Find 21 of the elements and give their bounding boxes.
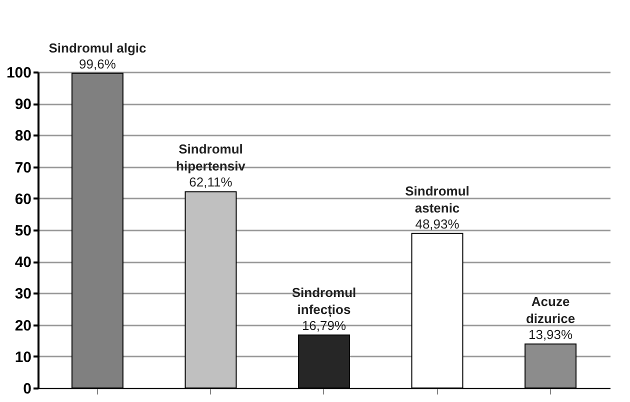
data-label: 99,6% xyxy=(79,56,116,72)
x-tick-label: Sindromul algic xyxy=(48,40,146,56)
y-tick-label: 0 xyxy=(23,380,32,398)
y-tick-label: 80 xyxy=(14,128,32,145)
y-tick-label: 50 xyxy=(14,222,32,240)
data-label: 13,93% xyxy=(528,326,574,342)
y-tick-label: 30 xyxy=(14,286,32,303)
data-label: 48,93% xyxy=(415,216,460,232)
y-tick-label: 100 xyxy=(6,64,32,82)
y-tick-label: 60 xyxy=(14,190,32,208)
y-tick-label: 70 xyxy=(14,159,32,176)
y-tick-label: 20 xyxy=(14,317,32,334)
category-label: Sindromul astenic xyxy=(405,183,470,216)
y-tick-label: 90 xyxy=(14,96,32,114)
data-label: 62,11% xyxy=(189,174,233,190)
data-label: 16,79% xyxy=(302,318,346,333)
category-label: Sindromul hipertensiv xyxy=(176,142,246,174)
y-tick-label: 10 xyxy=(14,348,32,366)
category-label: Acuze dizurice xyxy=(526,294,576,326)
y-tick-label: 40 xyxy=(14,254,32,272)
category-label: Sindromul infecțios xyxy=(292,284,356,317)
